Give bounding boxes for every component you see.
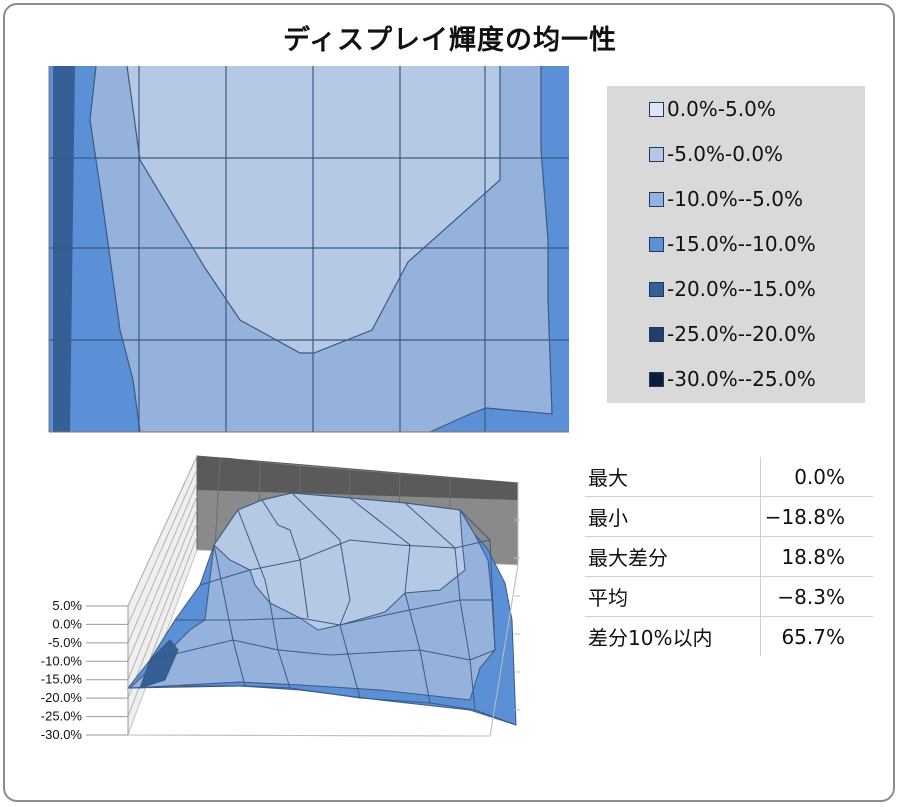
chart-title: ディスプレイ輝度の均一性 [282,25,618,56]
contour-line-5 [126,65,501,354]
stats-value: −8.3% [760,576,873,617]
z-tick-label: -30.0% [41,727,83,742]
legend-label: -20.0%--15.0% [667,277,816,301]
legend-label: -10.0%--5.0% [667,187,803,211]
stats-label: 最小 [585,496,761,537]
z-tick-label: -15.0% [41,672,83,687]
left-wall-grid-3 [127,496,198,662]
contour-line-10-right [429,66,553,433]
z-tick-label: 0.0% [52,616,82,631]
back-wall-grid-0 [214,457,221,549]
legend-swatch [649,191,664,207]
z-tick-label: 5.0% [52,598,82,613]
legend-item: -15.0%--10.0% [649,232,816,256]
x-axis [127,734,491,737]
stats-row: 最小 −18.8% [585,496,873,537]
stats-label: 最大差分 [585,536,761,577]
stats-label: 最大 [585,457,761,497]
legend-label: -5.0%-0.0% [667,142,784,166]
legend-label: -25.0%--20.0% [667,322,816,346]
legend-swatch [649,236,664,252]
stats-value: 0.0% [760,457,873,497]
z-tick-label: -25.0% [41,709,83,724]
surface-mesh-line-10 [127,685,517,726]
legend-swatch [649,146,664,162]
legend-item: 0.0%-5.0% [649,97,776,121]
legend-label: 0.0%-5.0% [667,97,776,121]
surface-band-m20-m15 [139,639,179,689]
left-wall-grid-2 [127,482,198,644]
legend-item: -30.0%--25.0% [649,367,816,391]
surface-mesh-line-3 [291,492,361,699]
legend-swatch [649,326,664,342]
stats-label: 平均 [585,576,761,617]
stats-row: 差分10%以内 65.7% [585,616,873,656]
surface-mesh-line-8 [175,599,493,626]
stats-value: 65.7% [781,624,845,649]
contour-line-10-left [89,65,141,433]
legend-item: -25.0%--20.0% [649,322,816,346]
legend-swatch [649,371,664,387]
left-wall-grid-0 [127,455,198,607]
surface-mesh-line-4 [349,497,431,704]
z-tick-label: -5.0% [48,635,82,650]
legend-item: -10.0%--5.0% [649,187,803,211]
left-wall-grid-1 [127,469,198,625]
surface-mesh-line-9 [149,639,496,661]
surface-mesh-line-1 [237,509,291,689]
back-wall-top [197,456,518,500]
stats-label: 差分10%以内 [585,616,761,656]
stats-row: 最大 0.0% [585,457,873,497]
legend-label: -15.0%--10.0% [667,232,816,256]
left-wall-grid-5 [127,522,198,699]
legend: 0.0%-5.0% -5.0%-0.0% -10.0%--5.0% -15.0%--1… [607,86,865,403]
legend-swatch [649,101,664,117]
legend-item: -5.0%-0.0% [649,142,783,166]
stats-row: 最大差分 18.8% [585,536,873,577]
stats-value: −18.8% [760,496,873,537]
stats-row: 平均 −8.3% [585,576,873,617]
z-tick-label: -20.0% [41,690,83,705]
surface-band-m5-0 [213,492,466,631]
y-axis [489,564,519,737]
z-tick-label: -10.0% [41,653,83,668]
left-wall-grid-4 [127,509,198,680]
legend-label: -30.0%--25.0% [667,367,816,391]
stats-table: 最大 0.0% 最小 −18.8% 最大差分 18.8% 平均 −8.3% 差分10%以内 65.… [585,457,873,656]
legend-swatch [649,281,664,297]
surface-mesh-line-2 [261,499,309,619]
legend-item: -20.0%--15.0% [649,277,816,301]
stats-value: 18.8% [760,536,873,577]
surface-mesh-line-7 [199,539,491,586]
